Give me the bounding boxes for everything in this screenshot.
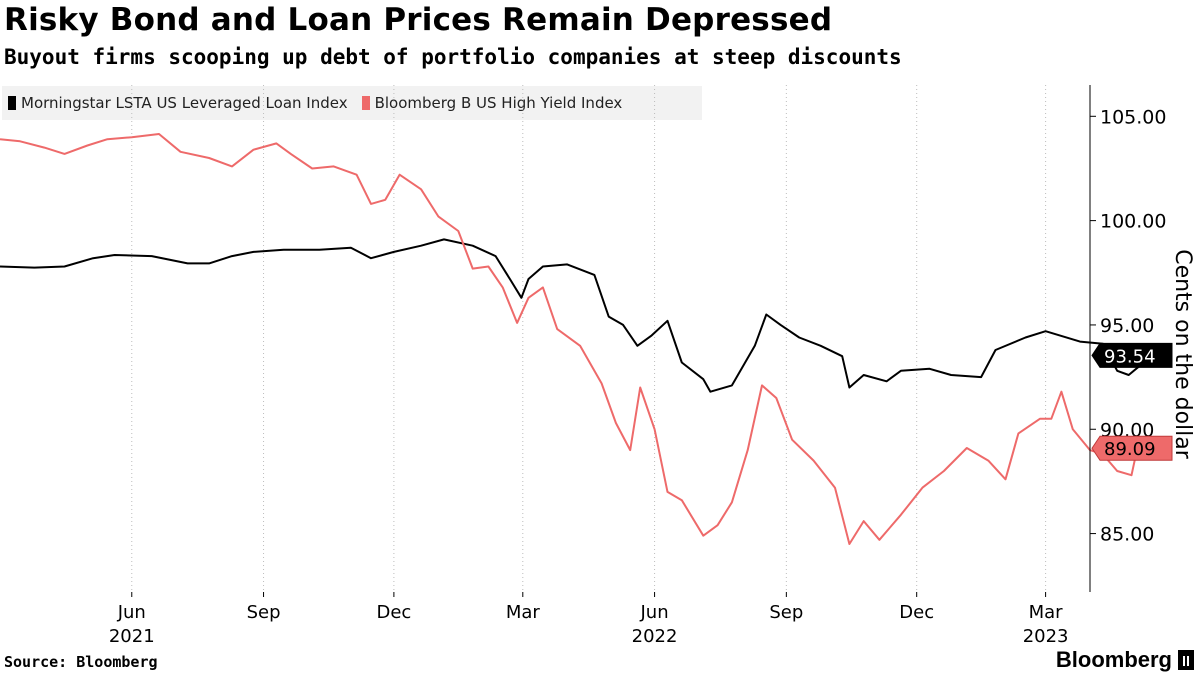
- x-tick-label-0: Jun: [117, 602, 146, 623]
- x-year-label-2: 2023: [1023, 626, 1069, 647]
- chart-title: Risky Bond and Loan Prices Remain Depres…: [4, 2, 833, 38]
- y-axis-label: Cents on the dollar: [1170, 249, 1195, 460]
- legend-item-loan-index: Morningstar LSTA US Leveraged Loan Index: [8, 94, 348, 112]
- y-tick-label-2: 95.00: [1100, 315, 1154, 337]
- grid-lines: [131, 85, 1047, 592]
- y-tick-label-4: 85.00: [1100, 524, 1154, 546]
- legend-swatch-high-yield-index: [361, 96, 370, 110]
- end-value-label-1: 89.09: [1104, 439, 1156, 460]
- x-tick-label-5: Sep: [769, 602, 803, 623]
- y-tick-label-0: 105.00: [1100, 106, 1166, 128]
- chart-subtitle: Buyout firms scooping up debt of portfol…: [4, 45, 902, 69]
- y-tick-label-1: 100.00: [1100, 211, 1166, 233]
- legend-item-high-yield-index: Bloomberg B US High Yield Index: [361, 94, 623, 112]
- x-tick-label-3: Mar: [506, 602, 541, 623]
- x-tick-label-6: Dec: [899, 602, 934, 623]
- x-tick-label-2: Dec: [376, 602, 411, 623]
- legend-swatch-loan-index: [8, 96, 16, 110]
- x-tick-label-4: Jun: [640, 602, 669, 623]
- x-year-label-1: 2022: [632, 626, 678, 647]
- series-line-1: [0, 133, 1161, 545]
- legend: Morningstar LSTA US Leveraged Loan Index…: [2, 86, 702, 120]
- bloomberg-logo: Bloomberg: [1056, 647, 1194, 673]
- end-value-flag-1: [1091, 435, 1173, 461]
- series-line-0: [0, 238, 1161, 393]
- legend-label-loan-index: Morningstar LSTA US Leveraged Loan Index: [21, 94, 348, 112]
- x-year-label-0: 2021: [109, 626, 155, 647]
- series-lines: [0, 133, 1161, 545]
- x-tick-label-7: Mar: [1029, 602, 1064, 623]
- axes: Jun Sep Dec Mar Jun Sep Dec Mar 2021 2022 2023 105.…: [109, 85, 1166, 647]
- bloomberg-terminal-icon: [1178, 650, 1194, 670]
- source-note: Source: Bloomberg: [4, 653, 158, 671]
- value-labels: 93.54 89.09: [1091, 342, 1173, 461]
- end-value-flag-0: [1091, 342, 1173, 368]
- legend-label-high-yield-index: Bloomberg B US High Yield Index: [374, 94, 623, 112]
- brand-name: Bloomberg: [1055, 647, 1172, 672]
- x-tick-label-1: Sep: [247, 602, 281, 623]
- end-value-label-0: 93.54: [1104, 346, 1156, 367]
